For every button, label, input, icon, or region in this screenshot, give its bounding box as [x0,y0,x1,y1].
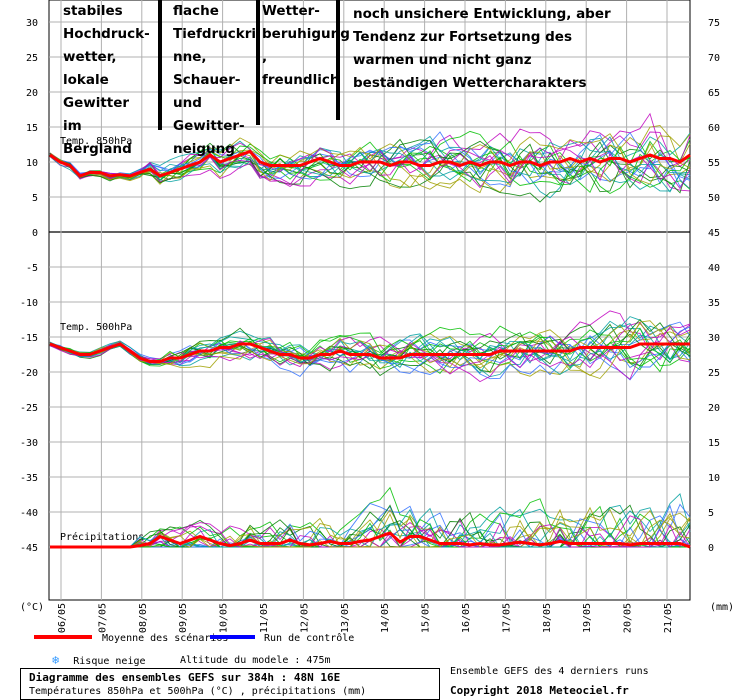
annotation-3: Wetter- beruhigung , freundlich [262,3,350,88]
ensemble-member-850 [49,131,691,188]
x-tick-label: 16/05 [461,603,472,633]
x-tick-label: 15/05 [421,603,432,633]
snowflake-icon: ❄ [52,653,60,667]
x-tick-label: 17/05 [501,603,512,633]
x-tick-label: 14/05 [380,603,391,633]
right-tick-label-middle: 30 [708,333,720,344]
snow-risk-label: ❄ Risque neige [52,653,146,667]
ensemble-note: Ensemble GEFS des 4 derniers runs [450,666,649,677]
x-tick-label: 08/05 [138,603,149,633]
ensemble-member-850 [49,135,691,193]
right-tick-label-bottom: 15 [708,438,720,449]
x-tick-label: 09/05 [178,603,189,633]
left-tick-label: 20 [26,88,38,99]
right-tick-label-top: 45 [708,228,720,239]
diagram-subtitle: Températures 850hPa et 500hPa (°C) , pré… [29,686,367,697]
right-tick-label-middle: 40 [708,263,720,274]
legend-label-control: Run de contrôle [264,632,354,644]
left-tick-label: 25 [26,53,38,64]
right-tick-label-top: 60 [708,123,720,134]
left-tick-label: -25 [20,403,38,414]
right-tick-label-top: 70 [708,53,720,64]
annotation-4: noch unsichere Entwicklung, aber Tendenz… [353,6,611,91]
right-tick-label-top: 65 [708,88,720,99]
left-tick-label: -5 [26,263,38,274]
left-tick-label: -35 [20,473,38,484]
snow-risk-text: Risque neige [73,656,146,667]
mean-line-precip [50,531,691,549]
left-tick-label: 10 [26,158,38,169]
right-tick-label-bottom: 0 [708,543,714,554]
x-tick-label: 11/05 [259,603,270,633]
ensemble-member-850 [49,139,691,194]
plot-frame [48,0,691,601]
annotation-1: stabiles Hochdruck- wetter, lokale Gewit… [63,3,150,157]
x-tick-label: 21/05 [663,603,674,633]
copyright: Copyright 2018 Meteociel.fr [450,684,629,697]
altitude-label: Altitude du modele : 475m [180,655,331,666]
ensemble-member-500 [49,320,691,380]
right-tick-label-top: 75 [708,18,720,29]
left-tick-label: -45 [20,543,38,554]
left-tick-label: -15 [20,333,38,344]
annotation-2: flache Tiefdruckri nne, Schauer- und Gew… [173,3,257,157]
right-tick-label-top: 50 [708,193,720,204]
x-tick-label: 13/05 [340,603,351,633]
right-unit-label: (mm) [710,602,734,613]
right-tick-label-bottom: 5 [708,508,714,519]
left-tick-label: -30 [20,438,38,449]
x-tick-label: 07/05 [97,603,108,633]
ensemble-member-850 [49,147,691,190]
x-tick-label: 12/05 [299,603,310,633]
left-tick-label: 30 [26,18,38,29]
mean-line-500 [49,342,690,363]
left-tick-label: 0 [32,228,38,239]
left-tick-label: 15 [26,123,38,134]
left-tick-label: -20 [20,368,38,379]
right-tick-label-middle: 20 [708,403,720,414]
x-tick-label: 10/05 [219,603,230,633]
mean-line-850 [49,149,691,178]
left-tick-label: -10 [20,298,38,309]
legend-label-mean: Moyenne des scénarios [102,632,228,644]
right-tick-label-middle: 25 [708,368,720,379]
ensemble-member-500 [49,334,691,367]
diagram-title: Diagramme des ensembles GEFS sur 384h : … [29,671,341,684]
x-tick-label: 06/05 [57,603,68,633]
panel-label-500: Temp. 500hPa [60,322,132,333]
panel-label-precip: Précipitations [60,531,144,543]
right-tick-label-middle: 35 [708,298,720,309]
left-unit-label: (°C) [20,602,44,613]
x-tick-label: 18/05 [542,603,553,633]
x-tick-label: 19/05 [582,603,593,633]
right-tick-label-top: 55 [708,158,720,169]
left-tick-label: -40 [20,508,38,519]
panel-label-850: Temp. 850hPa [60,136,132,147]
left-tick-label: 5 [32,193,38,204]
ensemble-member-850 [49,131,691,185]
right-tick-label-bottom: 10 [708,473,720,484]
footer-title-box: Diagramme des ensembles GEFS sur 384h : … [20,668,440,700]
x-tick-label: 20/05 [623,603,634,633]
